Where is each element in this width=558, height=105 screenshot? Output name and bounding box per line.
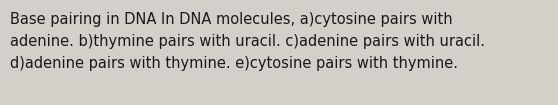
Text: Base pairing in DNA In DNA molecules, a)cytosine pairs with: Base pairing in DNA In DNA molecules, a)… — [10, 12, 453, 27]
Text: d)adenine pairs with thymine. e)cytosine pairs with thymine.: d)adenine pairs with thymine. e)cytosine… — [10, 56, 458, 71]
Text: adenine. b)thymine pairs with uracil. c)adenine pairs with uracil.: adenine. b)thymine pairs with uracil. c)… — [10, 34, 485, 49]
